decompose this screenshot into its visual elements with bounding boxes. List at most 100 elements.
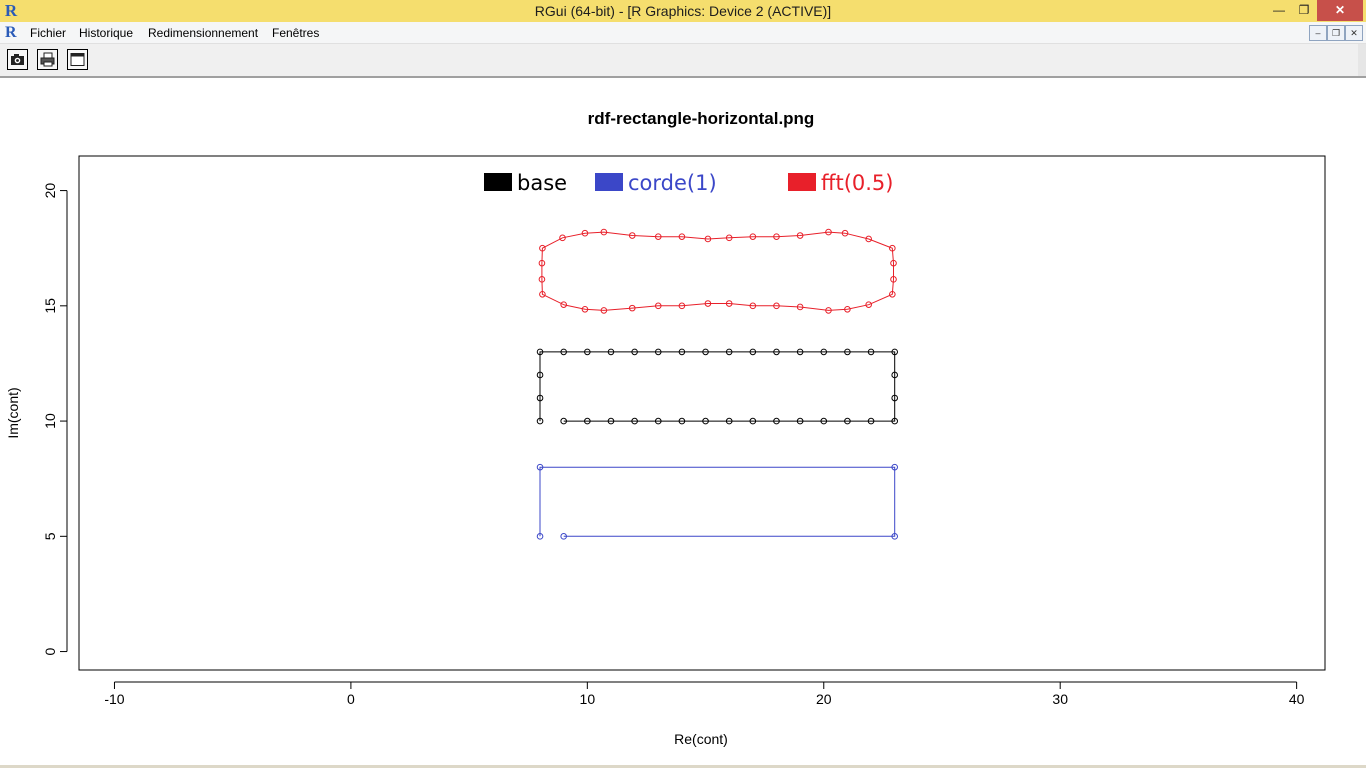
data-point (584, 348, 591, 356)
y-tick-label: 5 (42, 532, 58, 540)
child-restore-button[interactable]: ❐ (1327, 25, 1345, 41)
data-point (704, 235, 712, 243)
data-point (825, 307, 832, 314)
data-point (631, 417, 638, 425)
data-point (654, 417, 662, 425)
legend-label: corde(1) (628, 171, 717, 195)
status-bar (0, 765, 1366, 768)
r-menu-icon[interactable]: R (5, 24, 17, 41)
data-point (891, 417, 898, 425)
data-point (891, 394, 898, 402)
printer-icon (40, 52, 55, 67)
data-point (678, 233, 686, 240)
x-tick-label: 10 (580, 691, 596, 707)
window-button[interactable] (67, 49, 88, 70)
series-layer (536, 228, 898, 540)
series-line (539, 351, 896, 422)
window-icon (70, 53, 85, 66)
data-point (600, 228, 608, 236)
data-point (654, 302, 662, 310)
minimize-icon: — (1273, 3, 1285, 17)
restore-icon: ❐ (1331, 28, 1341, 38)
title-bar: R RGui (64-bit) - [R Graphics: Device 2 … (0, 0, 1366, 23)
data-point (773, 233, 780, 240)
y-tick-label: 15 (42, 298, 58, 314)
data-point (796, 348, 804, 356)
menu-historique[interactable]: Historique (79, 26, 134, 40)
series-line (539, 466, 896, 537)
child-close-button[interactable]: ✕ (1345, 25, 1363, 41)
menu-fenetres[interactable]: Fenêtres (272, 26, 320, 40)
data-point (628, 304, 636, 312)
data-point (889, 290, 896, 298)
close-icon: ✕ (1350, 28, 1358, 38)
data-point (749, 417, 757, 425)
data-point (749, 233, 757, 240)
x-tick-label: 40 (1289, 691, 1305, 707)
data-point (891, 533, 898, 540)
y-axis-label: Im(cont) (5, 387, 21, 438)
maximize-button[interactable]: ❐ (1292, 0, 1316, 21)
close-icon: ✕ (1334, 3, 1346, 17)
menu-redimensionnement[interactable]: Redimensionnement (148, 26, 259, 40)
data-point (890, 259, 897, 267)
data-point (559, 234, 566, 242)
data-point (704, 300, 712, 307)
data-point (631, 348, 638, 356)
data-point (796, 417, 804, 425)
series-2 (538, 228, 897, 314)
legend: base corde(1) fft(0.5) (484, 171, 894, 195)
data-point (581, 305, 589, 313)
data-point (865, 301, 872, 308)
data-point (536, 417, 544, 425)
data-point (678, 348, 686, 356)
data-point (844, 348, 851, 356)
data-point (536, 371, 544, 379)
x-tick-label: 0 (347, 691, 355, 707)
data-point (628, 232, 636, 239)
camera-icon (11, 54, 24, 65)
data-point (844, 305, 851, 313)
x-axis-label: Re(cont) (674, 731, 728, 747)
data-point (607, 348, 615, 356)
print-button[interactable] (37, 49, 58, 70)
data-point (607, 417, 615, 425)
data-point (773, 302, 780, 310)
data-point (702, 417, 709, 425)
data-point (725, 234, 733, 242)
plot-frame (78, 155, 1326, 671)
legend-swatch (788, 173, 816, 191)
data-point (796, 303, 804, 311)
copy-metafile-button[interactable] (7, 49, 28, 70)
data-point (725, 417, 733, 425)
menu-fichier[interactable]: Fichier (30, 26, 67, 40)
minimize-button[interactable]: — (1266, 0, 1292, 21)
menu-bar: R Fichier Historique Redimensionnement F… (0, 22, 1366, 44)
legend-label: fft(0.5) (821, 171, 894, 195)
close-button[interactable]: ✕ (1317, 0, 1363, 21)
data-point (678, 302, 686, 310)
series-1 (536, 463, 898, 540)
data-point (867, 417, 875, 425)
y-tick-label: 0 (42, 647, 58, 655)
minimize-icon: – (1315, 28, 1321, 38)
data-point (560, 348, 567, 356)
data-point (867, 348, 875, 356)
data-point (796, 232, 804, 239)
axes: -10 0 10 20 30 40 0 5 10 15 20 (42, 183, 1305, 707)
data-point (539, 244, 546, 252)
data-point (890, 276, 897, 283)
plot-area: rdf-rectangle-horizontal.png -10 0 10 20 30 4… (5, 109, 1326, 747)
scrollbar[interactable] (1358, 44, 1366, 76)
x-tick-label: -10 (104, 691, 124, 707)
data-point (725, 348, 733, 356)
legend-swatch (484, 173, 512, 191)
chart-title: rdf-rectangle-horizontal.png (588, 109, 815, 128)
series-0 (536, 348, 898, 425)
data-point (536, 463, 544, 471)
data-point (538, 259, 546, 267)
data-point (891, 348, 898, 356)
child-minimize-button[interactable]: – (1309, 25, 1327, 41)
data-point (841, 229, 849, 237)
data-point (536, 348, 544, 356)
